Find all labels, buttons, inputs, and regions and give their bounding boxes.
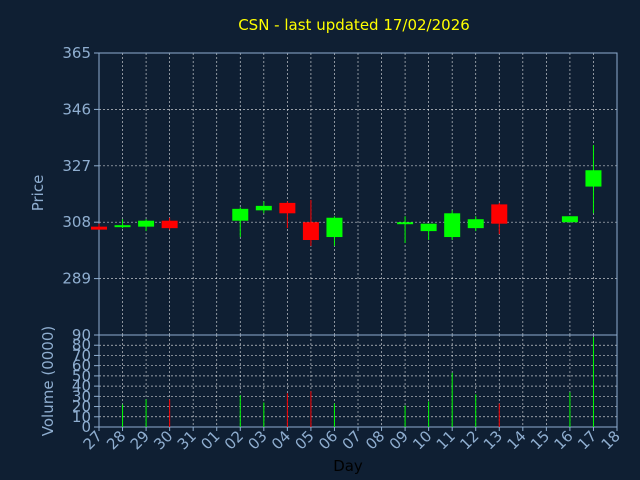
candle-body [302,222,319,241]
volume-tick-label: 80 [72,336,91,354]
volume-tick-label: 20 [72,398,91,416]
x-tick-label: 15 [527,427,553,453]
price-tick-label: 308 [62,213,91,231]
x-tick-label: 14 [503,427,529,453]
x-tick-label: 29 [127,427,153,453]
candle-body [444,213,461,238]
price-tick-label: 365 [62,44,91,62]
candle-body [491,204,508,224]
volume-tick-label: 60 [72,357,91,375]
candle-body [232,208,249,221]
x-tick-label: 09 [386,427,412,453]
volume-tick-label: 50 [72,367,91,385]
candle-body [420,223,437,232]
price-tick-label: 327 [62,157,91,175]
candle-body [467,219,484,229]
candle-body [561,216,578,223]
candle-body [397,222,414,225]
candles [91,145,602,246]
x-tick-label: 18 [598,427,624,453]
volume-grid [98,334,618,428]
price-tick-label: 346 [62,100,91,118]
candle-body [279,202,296,214]
volume-tick-label: 70 [72,346,91,364]
x-tick-label: 13 [480,427,506,453]
x-axis-label: Day [333,457,363,475]
chart-title: CSN - last updated 17/02/2026 [238,16,470,34]
price-y-ticks: 289 308 327 346 365 [62,44,99,288]
x-tick-label: 03 [244,427,270,453]
volume-tick-label: 0 [81,418,91,436]
x-tick-label: 12 [456,427,482,453]
price-tick-label: 289 [62,270,91,288]
x-tick-label: 01 [197,427,223,453]
volume-tick-label: 30 [72,387,91,405]
x-tick-label: 31 [174,427,200,453]
x-ticks: 2728293031010203040506070809101112131415… [80,427,624,453]
x-tick-label: 04 [268,427,294,453]
volume-tick-label: 90 [72,326,91,344]
price-grid [98,52,618,335]
x-tick-label: 11 [433,427,459,453]
x-tick-label: 16 [551,427,577,453]
candle-body [138,220,155,227]
x-tick-label: 28 [103,427,129,453]
volume-tick-label: 40 [72,377,91,395]
volume-bars [122,337,594,427]
x-tick-label: 02 [221,427,247,453]
x-tick-label: 17 [574,427,600,453]
x-tick-label: 10 [409,427,435,453]
candle-body [326,217,343,238]
candle-body [255,205,272,211]
x-tick-label: 05 [292,427,318,453]
candle-body [161,220,178,229]
candle-body [91,226,107,230]
candle-body [114,225,131,228]
volume-axis-label: Volume (0000) [39,326,57,436]
x-tick-label: 07 [339,427,365,453]
candle-body [585,170,602,187]
price-panel: 289 308 327 346 365 Price [29,44,618,336]
x-tick-label: 06 [315,427,341,453]
volume-tick-label: 10 [72,408,91,426]
price-axis-label: Price [29,175,47,212]
x-tick-label: 30 [150,427,176,453]
x-tick-label: 08 [362,427,388,453]
